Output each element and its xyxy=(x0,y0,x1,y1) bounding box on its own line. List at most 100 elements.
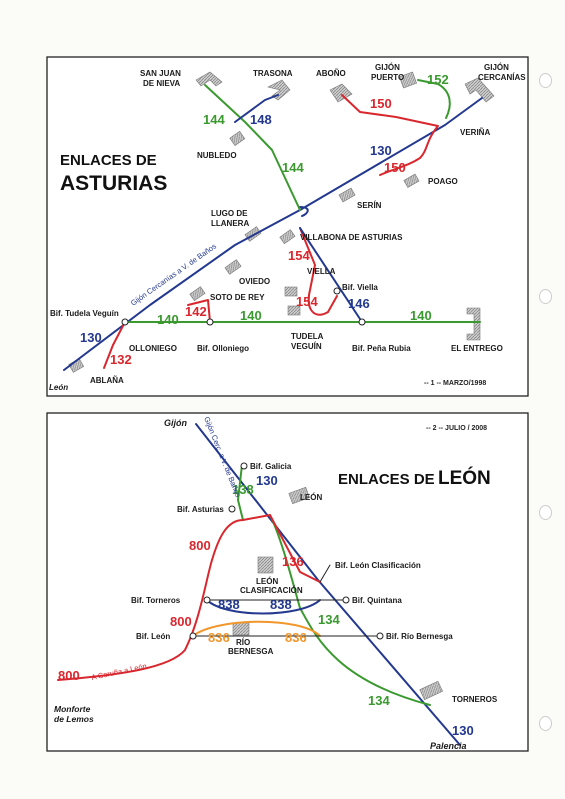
map2-footer: -- 2 -- JULIO / 2008 xyxy=(426,425,487,432)
station-abono xyxy=(329,83,353,103)
line-number-144: 144 xyxy=(282,160,304,175)
station-viella xyxy=(284,286,298,297)
line-number-148: 148 xyxy=(250,112,272,127)
line-number-838: 838 xyxy=(218,597,240,612)
line-number-838: 838 xyxy=(270,597,292,612)
station-blocks xyxy=(68,71,495,373)
line-number-836: 836 xyxy=(285,630,307,645)
label-san-juan-1: SAN JUAN xyxy=(140,69,181,78)
line-number-136: 136 xyxy=(282,554,304,569)
label-ablana: ABLAÑA xyxy=(90,376,124,385)
station-rio-bernesga xyxy=(232,622,250,636)
label-abono: ABOÑO xyxy=(316,69,346,78)
junction-quintana xyxy=(342,596,350,604)
map1-title-line2: ASTURIAS xyxy=(60,172,167,195)
line-number-130: 130 xyxy=(80,330,102,345)
label-bif-quintana: Bif. Quintana xyxy=(352,596,402,605)
station-leon-clasificacion xyxy=(257,556,274,574)
line-number-152: 152 xyxy=(427,72,449,87)
station-nubledo xyxy=(229,130,246,146)
label-tudela-2: VEGUÍN xyxy=(291,342,322,351)
junction-pena-rubia xyxy=(358,318,366,326)
junctions-2 xyxy=(189,462,384,640)
line-132-track xyxy=(103,321,126,369)
line-number-130: 130 xyxy=(370,143,392,158)
line-number-144: 144 xyxy=(203,112,225,127)
station-oviedo xyxy=(224,259,242,275)
label-bif-torneros: Bif. Torneros xyxy=(131,596,181,605)
label-serin: SERÍN xyxy=(357,201,382,210)
line-number-154: 154 xyxy=(296,294,318,309)
line-number-134: 134 xyxy=(368,693,390,708)
line-130-junction xyxy=(299,206,309,217)
map2-frame xyxy=(46,412,529,752)
line-number-150: 150 xyxy=(384,160,406,175)
binder-hole xyxy=(539,289,552,304)
map1-footer: -- 1 -- MARZO/1998 xyxy=(424,380,486,387)
label-gijon-puerto-2: PUERTO xyxy=(371,73,404,82)
binder-hole xyxy=(539,505,552,520)
line-150-track xyxy=(341,94,439,176)
map-leon: ENLACES DE LEÓN Gijón Bif. Galicia LEÓN … xyxy=(46,412,529,752)
line-number-154: 154 xyxy=(288,248,310,263)
line-number-140: 140 xyxy=(240,308,262,323)
label-monforte-1: Monforte xyxy=(54,704,91,714)
label-bif-asturias: Bif. Asturias xyxy=(177,505,224,514)
label-gijon-cercanias-2: CERCANÍAS xyxy=(478,73,526,82)
label-gijon: Gijón xyxy=(164,418,187,428)
line-number-836: 836 xyxy=(208,630,230,645)
line-number-800: 800 xyxy=(189,538,211,553)
station-san-juan xyxy=(195,71,223,87)
line-number-150: 150 xyxy=(370,96,392,111)
line-800-track xyxy=(57,519,244,681)
label-gijon-cercanias-1: GIJÓN xyxy=(484,63,509,72)
map1-title-line1: ENLACES DE xyxy=(60,152,157,169)
label-torneros: TORNEROS xyxy=(452,695,498,704)
line-number-130: 130 xyxy=(452,723,474,738)
line-number-130: 130 xyxy=(256,473,278,488)
station-torneros xyxy=(419,680,443,701)
line-134-track xyxy=(269,514,431,706)
line-number-800: 800 xyxy=(170,614,192,629)
label-lugo-1: LUGO DE xyxy=(211,209,248,218)
station-trasona xyxy=(267,79,291,101)
label-bif-leon: Bif. León xyxy=(136,632,170,641)
label-soto-de-rey: SOTO DE REY xyxy=(210,293,265,302)
junction-leon xyxy=(189,632,197,640)
label-palencia: Palencia xyxy=(430,741,467,751)
station-el-entrego xyxy=(466,307,481,341)
station-poago xyxy=(403,173,420,188)
label-bif-galicia: Bif. Galicia xyxy=(250,462,292,471)
junctions xyxy=(121,287,366,326)
station-gijon-puerto xyxy=(398,71,418,89)
junction-viella xyxy=(333,287,341,295)
label-monforte-2: de Lemos xyxy=(54,714,94,724)
station-soto xyxy=(189,286,206,302)
junction-rio-bernesga xyxy=(376,632,384,640)
line-154-track xyxy=(299,227,338,316)
label-gijon-puerto-1: GIJÓN xyxy=(375,63,400,72)
label-bif-olloniego: Bif. Olloniego xyxy=(197,344,249,353)
line-number-140: 140 xyxy=(157,312,179,327)
line-152-track xyxy=(417,79,451,119)
label-oviedo: OVIEDO xyxy=(239,277,270,286)
label-nubledo: NUBLEDO xyxy=(197,151,237,160)
station-gijon-cercanias xyxy=(464,77,495,103)
label-tudela-1: TUDELA xyxy=(291,332,324,341)
line-838-track xyxy=(206,599,321,615)
line-836-track xyxy=(192,620,321,637)
label-villabona: VILLABONA DE ASTURIAS xyxy=(300,233,403,242)
junction-torneros xyxy=(203,596,211,604)
line-144-track xyxy=(204,84,301,211)
line-number-132: 132 xyxy=(110,352,132,367)
label-bif-viella: Bif. Viella xyxy=(342,283,378,292)
label-leon: LEÓN xyxy=(300,493,322,502)
connector-leon-clasificacion xyxy=(319,564,331,583)
label-leon-clas-1: LEÓN xyxy=(256,577,278,586)
label-poago: POAGO xyxy=(428,177,458,186)
label-verina: VERIÑA xyxy=(460,128,490,137)
station-serin xyxy=(338,187,356,203)
station-villabona xyxy=(279,229,296,245)
map2-title-big: LEÓN xyxy=(438,467,491,489)
